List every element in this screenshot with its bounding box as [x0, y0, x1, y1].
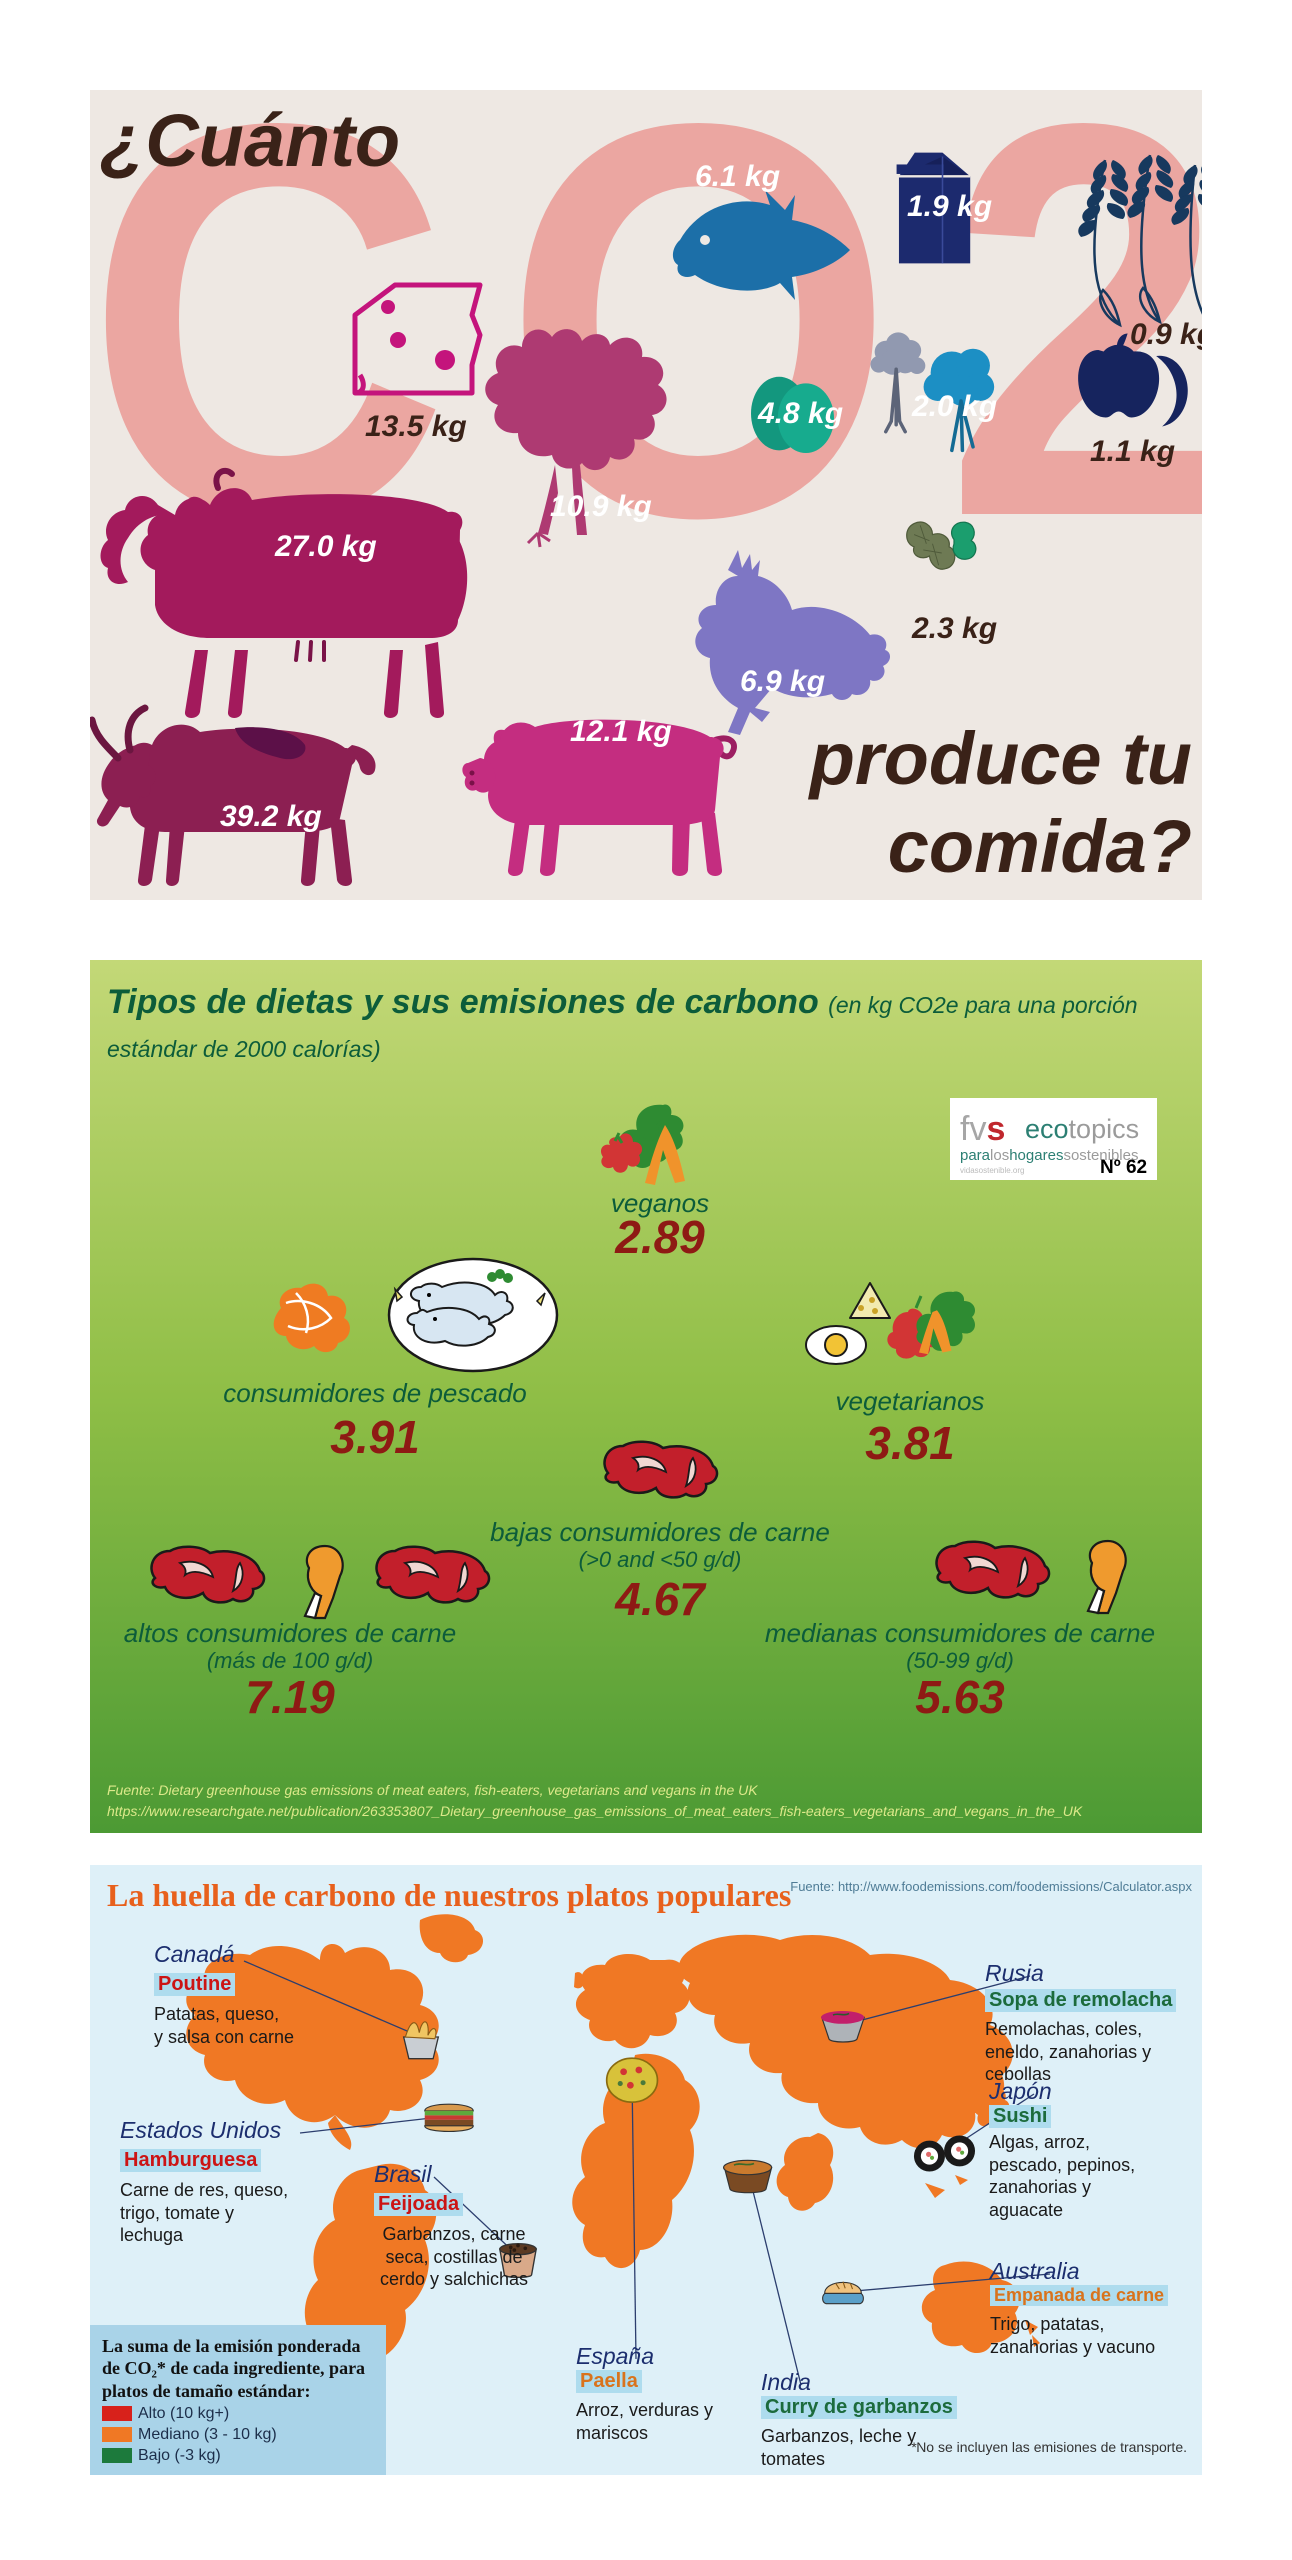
svg-text:ecotopics: ecotopics — [1025, 1114, 1139, 1144]
svg-text:Nº 62: Nº 62 — [1100, 1157, 1147, 1178]
svg-text:vidasostenible.org: vidasostenible.org — [960, 1166, 1024, 1175]
svg-text:fvs: fvs — [960, 1110, 1005, 1148]
